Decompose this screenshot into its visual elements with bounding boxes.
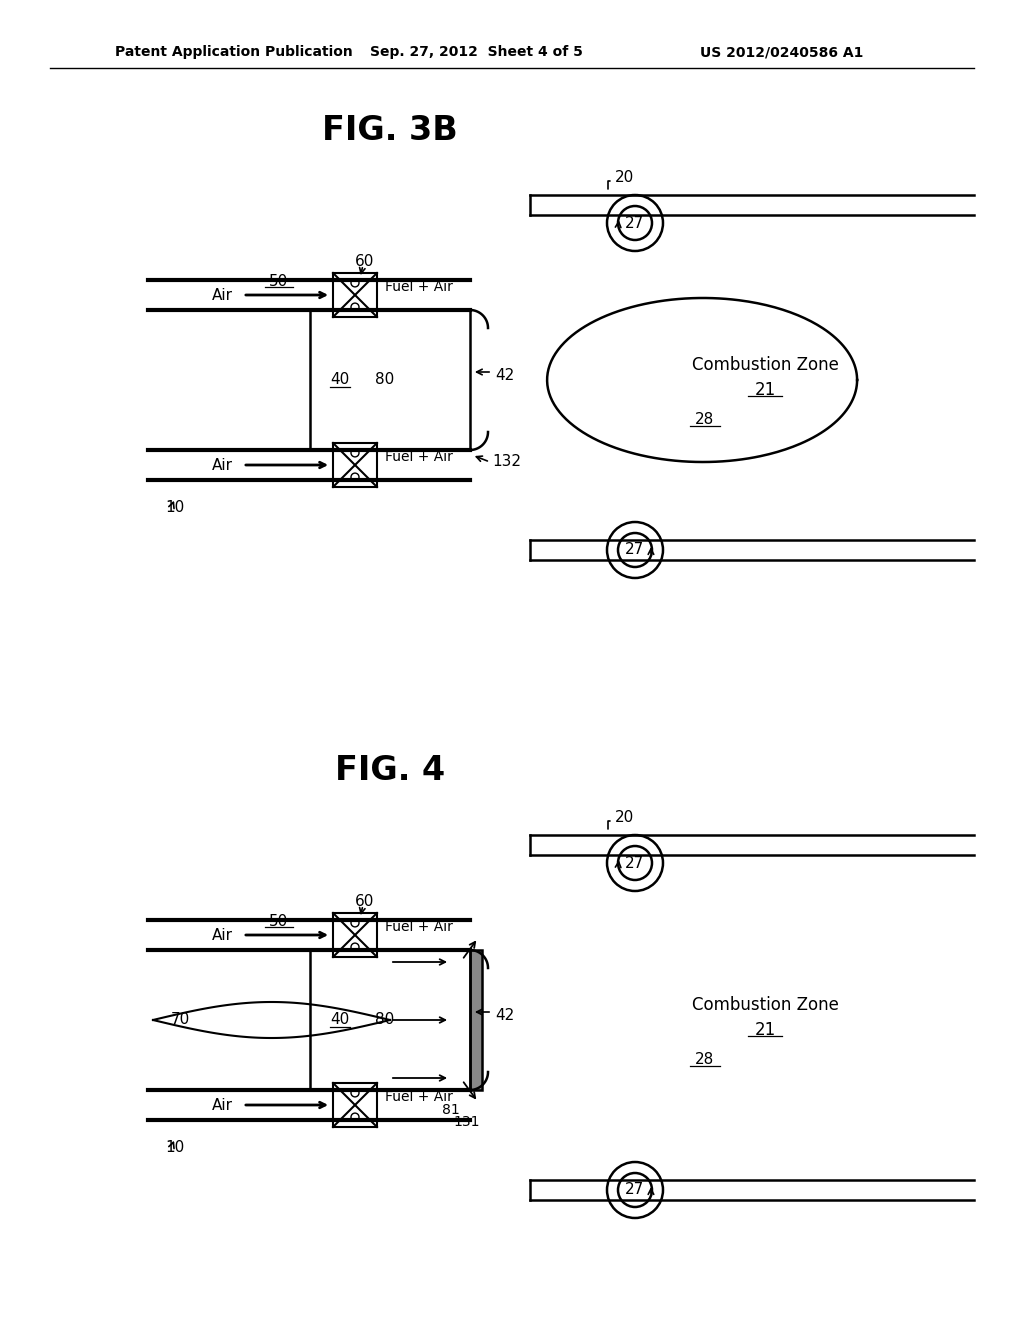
Text: 131: 131 bbox=[453, 1115, 479, 1129]
Text: Fuel + Air: Fuel + Air bbox=[385, 1090, 453, 1104]
Text: 20: 20 bbox=[615, 810, 634, 825]
Text: Fuel + Air: Fuel + Air bbox=[385, 920, 453, 935]
Text: Fuel + Air: Fuel + Air bbox=[385, 280, 453, 294]
Text: Air: Air bbox=[212, 928, 233, 942]
Text: Combustion Zone: Combustion Zone bbox=[691, 997, 839, 1014]
Text: 50: 50 bbox=[268, 275, 288, 289]
Text: 70: 70 bbox=[170, 1012, 189, 1027]
Text: 10: 10 bbox=[165, 500, 184, 516]
Bar bbox=[470, 950, 482, 1090]
Text: 60: 60 bbox=[355, 255, 375, 269]
Text: 80: 80 bbox=[376, 372, 394, 388]
Text: Sep. 27, 2012  Sheet 4 of 5: Sep. 27, 2012 Sheet 4 of 5 bbox=[370, 45, 583, 59]
Text: 27: 27 bbox=[626, 543, 645, 557]
Text: 21: 21 bbox=[755, 381, 775, 399]
Text: 42: 42 bbox=[495, 1007, 514, 1023]
Text: 132: 132 bbox=[492, 454, 521, 470]
Bar bbox=[333, 1082, 377, 1127]
Text: 28: 28 bbox=[695, 1052, 715, 1068]
Text: US 2012/0240586 A1: US 2012/0240586 A1 bbox=[700, 45, 863, 59]
Text: 50: 50 bbox=[268, 915, 288, 929]
Text: Air: Air bbox=[212, 288, 233, 302]
Text: 42: 42 bbox=[495, 367, 514, 383]
Text: Fuel + Air: Fuel + Air bbox=[385, 450, 453, 465]
Text: 40: 40 bbox=[331, 1012, 349, 1027]
Text: 81: 81 bbox=[442, 1104, 460, 1117]
Text: 27: 27 bbox=[626, 1183, 645, 1197]
Text: Patent Application Publication: Patent Application Publication bbox=[115, 45, 352, 59]
Text: 20: 20 bbox=[615, 170, 634, 186]
Text: 60: 60 bbox=[355, 895, 375, 909]
Text: 80: 80 bbox=[376, 1012, 394, 1027]
Text: 21: 21 bbox=[755, 1020, 775, 1039]
Text: 27: 27 bbox=[626, 215, 645, 231]
Text: FIG. 4: FIG. 4 bbox=[335, 754, 445, 787]
Text: Air: Air bbox=[212, 1097, 233, 1113]
Text: 10: 10 bbox=[165, 1140, 184, 1155]
Text: 27: 27 bbox=[626, 855, 645, 870]
Text: Air: Air bbox=[212, 458, 233, 473]
Text: FIG. 3B: FIG. 3B bbox=[323, 114, 458, 147]
Text: 40: 40 bbox=[331, 372, 349, 388]
Bar bbox=[333, 273, 377, 317]
Text: Combustion Zone: Combustion Zone bbox=[691, 356, 839, 374]
Bar bbox=[333, 444, 377, 487]
Bar bbox=[333, 913, 377, 957]
Text: 28: 28 bbox=[695, 412, 715, 428]
